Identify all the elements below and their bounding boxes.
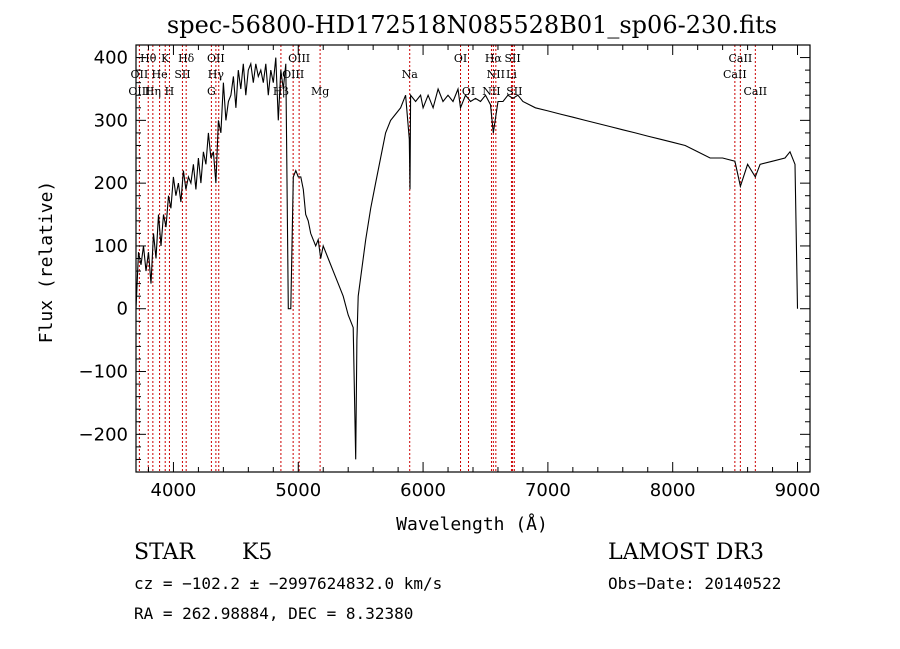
- line-id-12: Hγ: [208, 68, 225, 81]
- spectrum-line: [135, 57, 799, 460]
- line-id-9: OII: [131, 68, 149, 81]
- survey-name: LAMOST DR3: [608, 540, 764, 565]
- coordinates-readout: RA = 262.98884, DEC = 8.32380: [134, 604, 414, 623]
- line-id-16: OIII: [128, 85, 150, 98]
- x-tick-label-0: 4000: [151, 480, 197, 501]
- line-id-13: NII: [487, 68, 505, 81]
- x-tick-label-4: 8000: [650, 480, 696, 501]
- x-tick-label-2: 6000: [400, 480, 446, 501]
- object-class: STAR: [134, 540, 195, 565]
- line-id-25: NII: [482, 85, 500, 98]
- y-tick-label-2: 0: [117, 299, 128, 320]
- line-id-8: CaII: [729, 52, 753, 65]
- line-id-27: CaII: [743, 85, 767, 98]
- x-axis-label: Wavelength (Å): [396, 513, 548, 535]
- chart-title: spec-56800-HD172518N085528B01_sp06-230.f…: [167, 11, 777, 39]
- line-id-21: OIII: [282, 68, 304, 81]
- x-tick-label-5: 9000: [775, 480, 821, 501]
- y-tick-label-5: 300: [94, 110, 128, 131]
- line-id-26: SII: [506, 85, 522, 98]
- line-id-3: OII: [207, 52, 225, 65]
- plot-frame: [135, 44, 811, 473]
- line-id-14: Li: [506, 68, 517, 81]
- line-id-24: OI: [462, 85, 475, 98]
- line-id-11: SII: [174, 68, 190, 81]
- line-id-7: SII: [504, 52, 520, 65]
- line-id-19: G: [207, 85, 216, 98]
- line-id-10: He: [152, 68, 168, 81]
- y-tick-label-6: 400: [94, 48, 128, 69]
- y-axis-ticks: −200 −100 0 100 200 300 400: [79, 44, 810, 460]
- x-axis-ticks: 4000 5000 6000 7000 8000 9000: [147, 45, 821, 501]
- subclass: K5: [242, 540, 273, 565]
- marker-lines: [138, 45, 756, 472]
- line-id-0: Hθ: [140, 52, 157, 65]
- line-id-5: OI: [454, 52, 467, 65]
- observation-date: Obs−Date: 20140522: [608, 574, 782, 593]
- line-id-2: Hδ: [178, 52, 195, 65]
- y-tick-label-0: −200: [79, 424, 128, 445]
- line-id-17: Hη: [145, 85, 161, 98]
- y-axis-label: Flux (relative): [36, 181, 57, 344]
- y-tick-label-1: −100: [79, 362, 128, 383]
- line-id-23: Na: [402, 68, 419, 81]
- line-id-15: CaII: [723, 68, 747, 81]
- line-id-18: H: [165, 85, 175, 98]
- x-tick-label-1: 5000: [275, 480, 321, 501]
- line-id-6: Hα: [485, 52, 503, 65]
- redshift-readout: cz = −102.2 ± −2997624832.0 km/s: [134, 574, 443, 593]
- line-id-1: K: [161, 52, 170, 65]
- x-tick-label-3: 7000: [525, 480, 571, 501]
- y-tick-label-4: 200: [94, 173, 128, 194]
- line-id-22: Mg: [311, 85, 329, 98]
- y-tick-label-3: 100: [94, 236, 128, 257]
- line-id-4: OIII: [288, 52, 310, 65]
